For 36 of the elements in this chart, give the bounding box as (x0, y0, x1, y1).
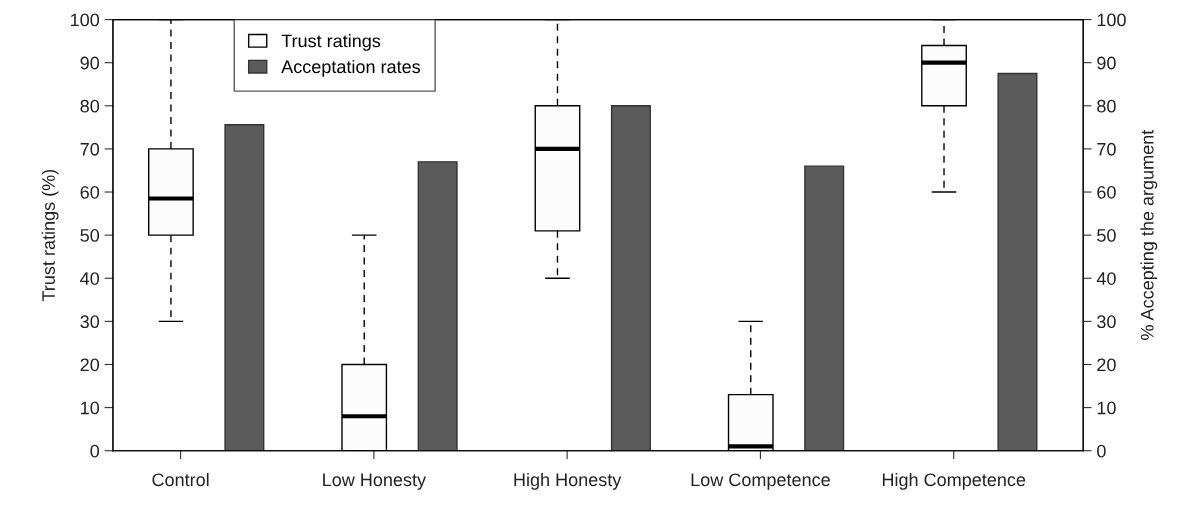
y-tick-label: 0 (90, 444, 100, 458)
x-tick-label: Low Competence (691, 473, 830, 490)
y2-tick-label: 30 (1097, 315, 1116, 329)
y-tick-label: 70 (80, 142, 100, 156)
y-tick-label: 50 (80, 229, 100, 242)
y2-tick-label: 80 (1097, 99, 1116, 113)
y2-tick-label: 20 (1097, 358, 1116, 372)
bar (417, 161, 458, 451)
y-axis-title: Trust ratings (%) (41, 169, 59, 302)
y-tick-label: 60 (80, 185, 100, 199)
y2-tick-label: 0 (1097, 444, 1106, 458)
bar (224, 124, 265, 451)
y-tick-label: 30 (80, 315, 100, 329)
legend-label: Acceptation rates (281, 59, 421, 77)
y-tick-label: 10 (81, 401, 100, 415)
y2-tick-label: 40 (1096, 272, 1116, 285)
y-tick-label: 100 (71, 13, 100, 27)
y2-tick-label: 100 (1097, 13, 1126, 27)
legend-label: Trust ratings (281, 34, 381, 51)
y2-tick-label: 10 (1097, 401, 1116, 415)
bar (804, 165, 845, 451)
x-tick-label: Low Honesty (323, 473, 427, 490)
y2-tick-label: 60 (1097, 185, 1116, 199)
x-tick-label: High Competence (882, 472, 1026, 490)
bar (997, 72, 1038, 451)
bar (610, 105, 651, 451)
y-tick-label: 40 (80, 272, 100, 285)
x-tick-label: High Honesty (514, 472, 622, 490)
y2-tick-label: 70 (1097, 142, 1116, 156)
x-tick-label: Control (152, 472, 209, 487)
y2-axis-title: % Accepting the argument (1140, 129, 1158, 340)
y-tick-label: 80 (80, 99, 100, 113)
y-tick-label: 90 (80, 56, 100, 70)
y-tick-label: 20 (80, 358, 100, 372)
y2-tick-label: 50 (1097, 229, 1116, 242)
y2-tick-label: 90 (1097, 56, 1116, 70)
